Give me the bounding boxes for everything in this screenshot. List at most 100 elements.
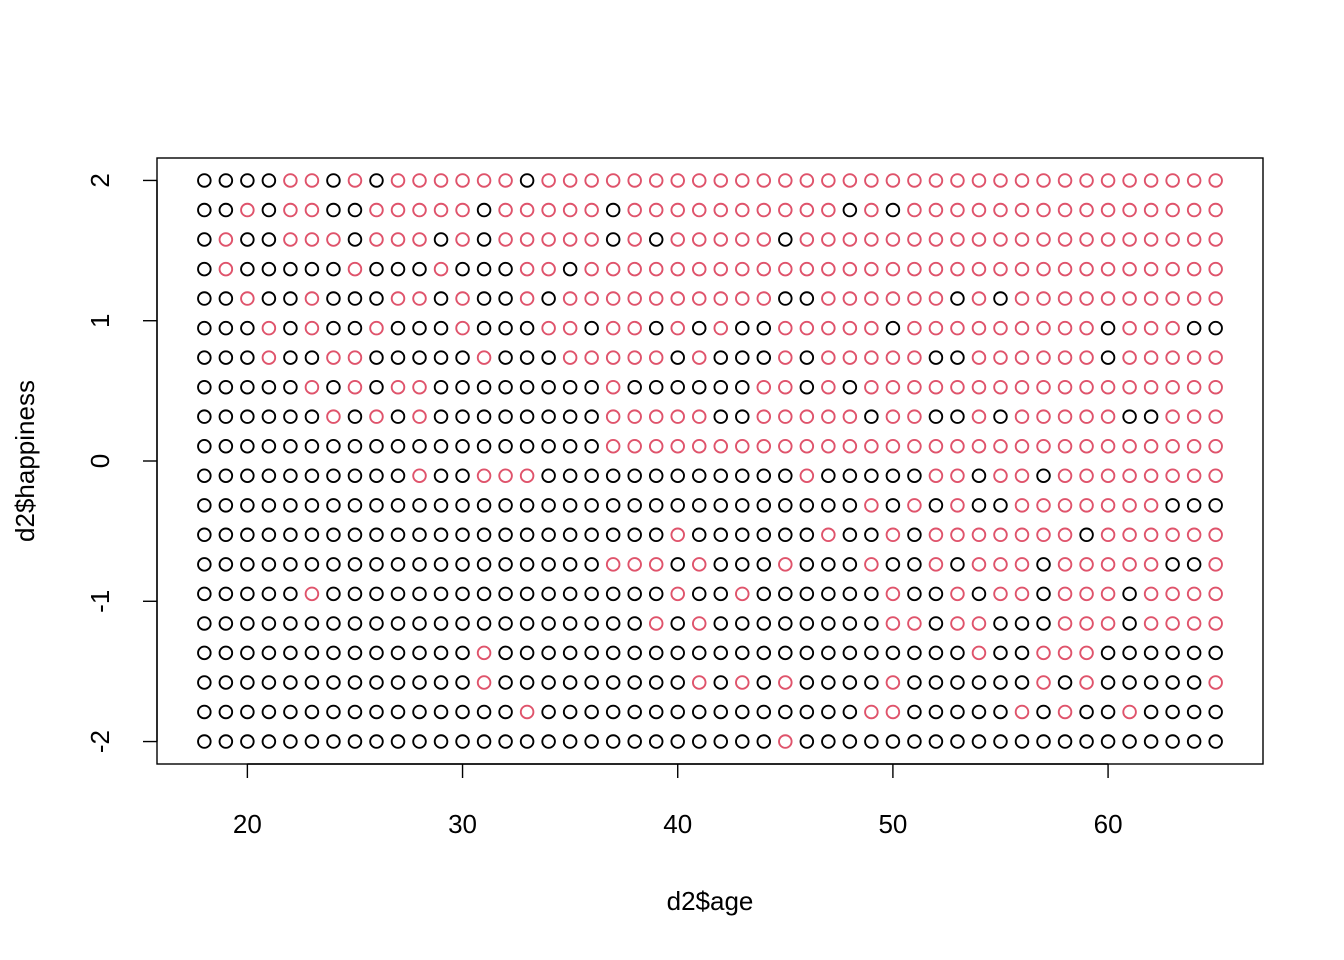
point-married	[1036, 202, 1051, 218]
point-married	[627, 439, 642, 454]
point-not-married	[347, 645, 363, 661]
point-married	[756, 173, 772, 188]
point-married	[928, 232, 944, 247]
point-not-married	[541, 527, 556, 543]
point-not-married	[476, 734, 492, 749]
point-not-married	[433, 379, 449, 395]
point-married	[1208, 557, 1223, 572]
point-married	[1100, 232, 1116, 247]
point-married	[455, 202, 470, 218]
point-not-married	[326, 173, 341, 188]
point-not-married	[842, 645, 858, 661]
point-not-married	[326, 527, 341, 543]
point-not-married	[670, 645, 685, 661]
point-married	[605, 439, 621, 454]
point-not-married	[541, 734, 556, 749]
point-married	[1122, 320, 1137, 336]
point-not-married	[885, 320, 901, 336]
point-not-married	[197, 202, 212, 218]
point-not-married	[498, 261, 513, 277]
point-not-married	[240, 261, 255, 277]
point-not-married	[756, 675, 772, 690]
point-married	[778, 320, 793, 336]
point-not-married	[541, 468, 556, 483]
point-married	[498, 232, 513, 247]
point-married	[648, 616, 664, 631]
point-not-married	[562, 616, 578, 631]
point-not-married	[1122, 586, 1137, 602]
point-not-married	[821, 675, 836, 690]
x-axis: 20 30 40 50 60	[233, 763, 1123, 839]
point-not-married	[799, 616, 815, 631]
point-married	[648, 291, 664, 306]
point-married	[1143, 173, 1159, 188]
point-not-married	[261, 675, 277, 690]
point-married	[864, 202, 879, 218]
point-married	[1036, 350, 1051, 365]
point-not-married	[519, 734, 535, 749]
point-married	[648, 202, 664, 218]
point-married	[950, 586, 965, 602]
point-not-married	[735, 704, 750, 720]
point-married	[1143, 527, 1159, 543]
point-not-married	[971, 675, 987, 690]
point-not-married	[455, 439, 470, 454]
point-married	[713, 291, 729, 306]
point-married	[864, 704, 879, 720]
point-married	[455, 173, 470, 188]
point-married	[347, 379, 363, 395]
point-married	[1165, 527, 1180, 543]
y-axis: -2 -1 0 1 2	[85, 173, 158, 753]
point-married	[864, 320, 879, 336]
point-not-married	[541, 409, 556, 424]
point-married	[648, 409, 664, 424]
point-married	[1079, 675, 1094, 690]
point-not-married	[541, 675, 556, 690]
point-married	[1100, 616, 1116, 631]
point-married	[1014, 379, 1030, 395]
point-married	[799, 202, 815, 218]
point-not-married	[412, 527, 427, 543]
point-not-married	[1143, 734, 1159, 749]
point-not-married	[498, 291, 513, 306]
point-married	[950, 439, 965, 454]
point-married	[713, 320, 729, 336]
point-married	[412, 232, 427, 247]
point-not-married	[971, 468, 987, 483]
point-married	[1186, 261, 1202, 277]
point-not-married	[928, 645, 944, 661]
point-married	[993, 468, 1008, 483]
point-not-married	[283, 261, 298, 277]
point-married	[412, 173, 427, 188]
point-not-married	[842, 468, 858, 483]
point-married	[1165, 379, 1180, 395]
point-not-married	[605, 704, 621, 720]
point-married	[864, 173, 879, 188]
point-not-married	[605, 675, 621, 690]
point-married	[1186, 616, 1202, 631]
point-not-married	[455, 704, 470, 720]
point-married	[907, 202, 922, 218]
point-not-married	[713, 645, 729, 661]
point-not-married	[799, 557, 815, 572]
point-not-married	[1208, 320, 1223, 336]
point-not-married	[1165, 498, 1180, 513]
point-not-married	[562, 675, 578, 690]
point-married	[1100, 173, 1116, 188]
point-not-married	[476, 439, 492, 454]
point-not-married	[1100, 704, 1116, 720]
point-not-married	[369, 173, 384, 188]
point-married	[541, 320, 556, 336]
point-married	[1014, 704, 1030, 720]
point-not-married	[412, 616, 427, 631]
point-married	[864, 261, 879, 277]
point-not-married	[778, 616, 793, 631]
point-not-married	[326, 616, 341, 631]
point-not-married	[455, 261, 470, 277]
point-not-married	[218, 704, 234, 720]
point-not-married	[993, 616, 1008, 631]
point-not-married	[283, 379, 298, 395]
point-not-married	[498, 734, 513, 749]
point-married	[1057, 232, 1073, 247]
point-married	[1186, 173, 1202, 188]
